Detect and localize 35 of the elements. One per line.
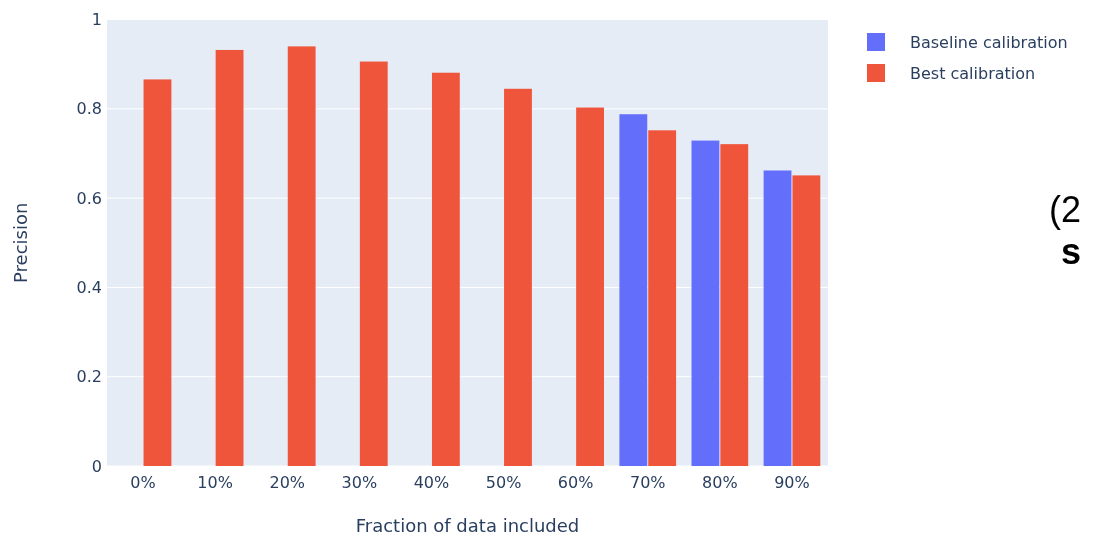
y-tick-label: 0.6 bbox=[76, 188, 102, 208]
bar bbox=[576, 107, 604, 466]
bar bbox=[648, 130, 677, 466]
bar bbox=[619, 114, 648, 466]
x-tick-label: 10% bbox=[197, 473, 233, 492]
bar bbox=[143, 79, 172, 466]
bar bbox=[763, 170, 792, 466]
text: (2 bbox=[1048, 189, 1081, 230]
x-tick-label: 50% bbox=[485, 473, 522, 492]
x-tick-label: 20% bbox=[269, 473, 306, 492]
x-tick-label: 60% bbox=[557, 473, 594, 492]
y-tick-label: 0.8 bbox=[76, 99, 102, 119]
text: s bbox=[1060, 231, 1081, 272]
bar bbox=[504, 88, 532, 466]
legend-label: Baseline calibration bbox=[910, 32, 1068, 52]
bar bbox=[215, 49, 244, 466]
x-tick-label: 0% bbox=[130, 473, 156, 492]
bar bbox=[691, 140, 720, 466]
x-tick-label: 40% bbox=[413, 473, 450, 492]
legend-label: Best calibration bbox=[910, 63, 1036, 83]
x-tick-label: 80% bbox=[702, 473, 738, 492]
bar bbox=[792, 175, 821, 466]
y-tick-label: 0 bbox=[91, 456, 102, 476]
x-tick-label: 90% bbox=[774, 473, 810, 492]
bar bbox=[287, 46, 316, 466]
y-tick-label: 0.4 bbox=[76, 278, 102, 298]
bar bbox=[359, 61, 388, 466]
x-tick-label: 70% bbox=[629, 473, 666, 492]
bar bbox=[720, 144, 749, 466]
x-tick-label: 30% bbox=[341, 473, 378, 492]
bar bbox=[431, 72, 460, 466]
x-axis-title: Fraction of data included bbox=[355, 515, 580, 536]
y-axis-title: Precision bbox=[10, 202, 31, 283]
y-tick-label: 0.2 bbox=[76, 367, 102, 387]
y-tick-label: 1 bbox=[91, 10, 102, 30]
